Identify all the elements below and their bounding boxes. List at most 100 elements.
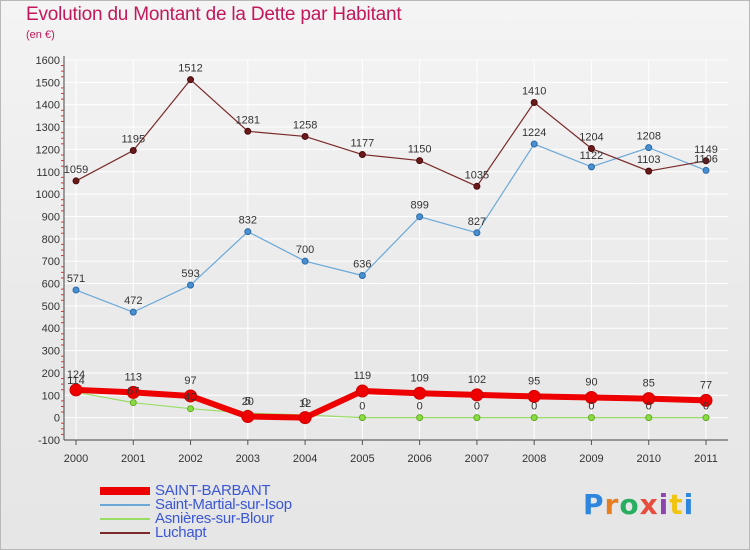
- data-point: [473, 182, 481, 190]
- proxiti-logo: Proxiti: [583, 488, 694, 521]
- y-tick-label: 100: [42, 390, 60, 402]
- data-label: 593: [181, 268, 199, 280]
- data-point: [301, 257, 309, 265]
- data-point: [184, 389, 198, 403]
- logo-letter: x: [639, 488, 659, 521]
- data-label: 119: [354, 370, 372, 382]
- data-label: 5: [245, 396, 251, 408]
- series-points: [69, 76, 713, 425]
- data-label: 1059: [64, 164, 88, 176]
- data-label: 97: [184, 375, 196, 387]
- y-tick-label: 0: [54, 413, 60, 425]
- data-point: [358, 271, 366, 279]
- data-label: 90: [585, 377, 597, 389]
- data-label: 1149: [694, 144, 718, 156]
- x-tick-label: 2010: [636, 453, 660, 465]
- data-point: [473, 414, 481, 422]
- data-label: 1150: [408, 144, 432, 156]
- legend-label: SAINT-BARBANT: [155, 482, 271, 499]
- data-label: 700: [296, 244, 314, 256]
- y-tick-label: -100: [38, 435, 60, 447]
- data-label: 1195: [121, 134, 145, 146]
- y-tick-label: 1400: [36, 100, 60, 112]
- data-label: 124: [67, 369, 85, 381]
- data-point: [69, 383, 83, 397]
- series-line: [75, 143, 707, 313]
- data-label: 1122: [580, 150, 604, 162]
- data-label: 472: [124, 295, 142, 307]
- data-label: 109: [410, 372, 428, 384]
- data-point: [126, 385, 140, 399]
- data-point: [416, 414, 424, 422]
- data-label: 1281: [236, 114, 260, 126]
- data-point: [642, 392, 656, 406]
- data-point: [187, 405, 195, 413]
- data-point: [358, 414, 366, 422]
- data-point: [702, 414, 710, 422]
- x-tick-label: 2008: [522, 453, 546, 465]
- y-tick-label: 1300: [36, 122, 60, 134]
- x-tick-label: 2005: [350, 453, 374, 465]
- data-label: 1035: [465, 169, 489, 181]
- legend-swatch: [100, 532, 150, 534]
- data-point: [244, 127, 252, 135]
- series-lines: [75, 79, 707, 421]
- data-label: 899: [410, 200, 428, 212]
- logo-letter: o: [619, 488, 640, 521]
- x-tick-label: 2007: [465, 453, 489, 465]
- data-label: 0: [531, 401, 537, 413]
- data-label: 0: [474, 401, 480, 413]
- y-tick-label: 1500: [36, 77, 60, 89]
- legend-label: Saint-Martial-sur-Isop: [155, 496, 292, 513]
- data-label: 113: [124, 371, 142, 383]
- data-point: [645, 144, 653, 152]
- data-label: 827: [468, 216, 486, 228]
- logo-letter: i: [683, 488, 695, 521]
- x-tick-label: 2009: [579, 453, 603, 465]
- x-tick-label: 2002: [178, 453, 202, 465]
- series-line: [75, 391, 706, 419]
- legend-label: Asnières-sur-Blour: [155, 510, 274, 527]
- data-label: 77: [700, 379, 712, 391]
- data-label: 1512: [178, 63, 202, 75]
- data-point: [129, 147, 137, 155]
- data-point: [301, 132, 309, 140]
- grid-lines: [64, 59, 728, 441]
- y-tick-label: 1100: [36, 167, 60, 179]
- legend-label: Luchapt: [155, 524, 207, 541]
- y-tick-label: 900: [42, 211, 60, 223]
- data-point: [530, 98, 538, 106]
- data-point: [470, 388, 484, 402]
- data-label: 571: [67, 273, 85, 285]
- y-tick-label: 400: [42, 323, 60, 335]
- data-point: [129, 399, 137, 407]
- data-label: 0: [646, 401, 652, 413]
- data-label: 1224: [522, 127, 546, 139]
- data-label: 636: [353, 258, 371, 270]
- data-point: [416, 213, 424, 221]
- chart-subtitle: (en €): [26, 29, 55, 41]
- y-tick-label: 300: [42, 346, 60, 358]
- data-point: [129, 308, 137, 316]
- y-tick-label: 600: [42, 279, 60, 291]
- data-label: 85: [643, 378, 655, 390]
- logo-letter: t: [669, 488, 684, 521]
- data-point: [355, 384, 369, 398]
- data-point: [587, 163, 595, 171]
- data-point: [587, 145, 595, 153]
- logo-letter: i: [658, 488, 670, 521]
- data-point: [702, 166, 710, 174]
- data-point: [645, 414, 653, 422]
- axes: [61, 56, 728, 445]
- data-point: [244, 228, 252, 236]
- series-line: [75, 79, 707, 187]
- data-label: 0: [703, 401, 709, 413]
- data-point: [241, 410, 255, 424]
- data-label: 0: [359, 401, 365, 413]
- data-label: 114: [67, 375, 85, 387]
- logo-letter: r: [604, 488, 620, 521]
- x-tick-label: 2004: [293, 453, 317, 465]
- data-label: 40: [184, 392, 196, 404]
- data-label: 0: [302, 397, 308, 409]
